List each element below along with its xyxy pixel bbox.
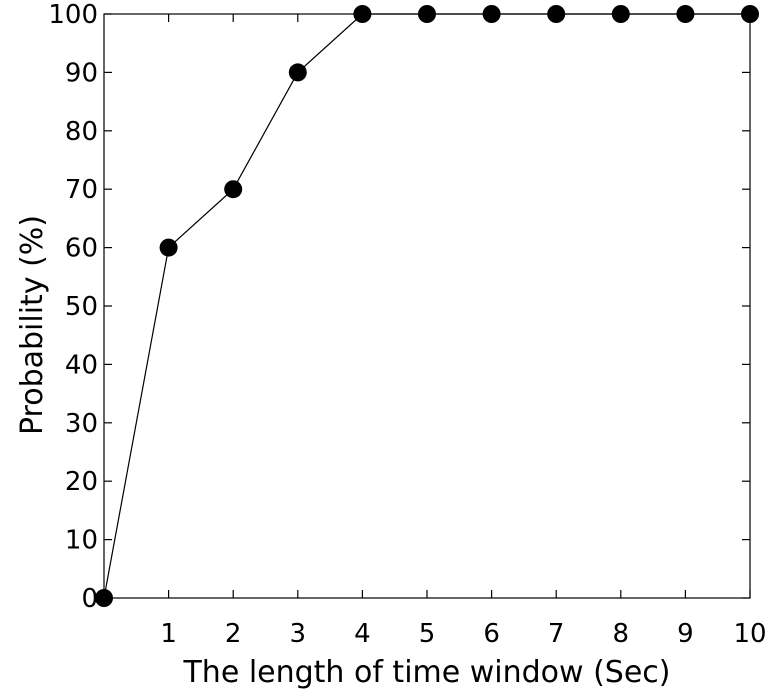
y-tick-label: 50 [65,292,98,322]
x-axis-ticks: 1 2 3 4 5 6 7 8 9 10 [160,14,767,649]
x-axis-label: The length of time window (Sec) [182,655,670,690]
data-point [547,5,566,23]
data-point [95,589,113,607]
y-tick-label: 10 [65,526,98,556]
data-point [159,238,178,257]
data-point [418,5,436,23]
data-point [353,5,372,23]
x-tick-label: 3 [290,619,307,649]
x-tick-label: 7 [548,619,565,649]
data-point [676,5,695,23]
y-tick-label: 70 [65,175,98,205]
series-line [103,13,750,599]
data-point [288,63,307,82]
x-tick-label: 10 [733,619,766,649]
x-tick-label: 2 [225,619,242,649]
y-tick-label: 30 [65,409,98,439]
plot-frame [103,13,751,599]
data-point [741,5,759,23]
y-tick-label: 60 [65,234,98,264]
data-point [611,5,630,23]
data-point [482,5,501,23]
x-tick-label: 4 [354,619,371,649]
data-point [224,180,243,199]
y-axis-label: Probability (%) [15,215,50,435]
y-tick-label: 40 [65,350,98,380]
y-tick-label: 80 [65,117,98,147]
x-tick-label: 9 [677,619,694,649]
y-tick-label: 20 [65,467,98,497]
y-axis-ticks: 0 10 20 30 40 50 60 70 80 90 100 [48,0,750,614]
x-tick-label: 6 [483,619,500,649]
series-layer [95,5,759,607]
x-tick-label: 5 [419,619,436,649]
y-tick-label: 90 [65,58,98,88]
y-tick-label: 0 [81,584,98,614]
y-tick-label: 100 [48,0,98,30]
x-tick-label: 8 [613,619,630,649]
x-tick-label: 1 [160,619,177,649]
